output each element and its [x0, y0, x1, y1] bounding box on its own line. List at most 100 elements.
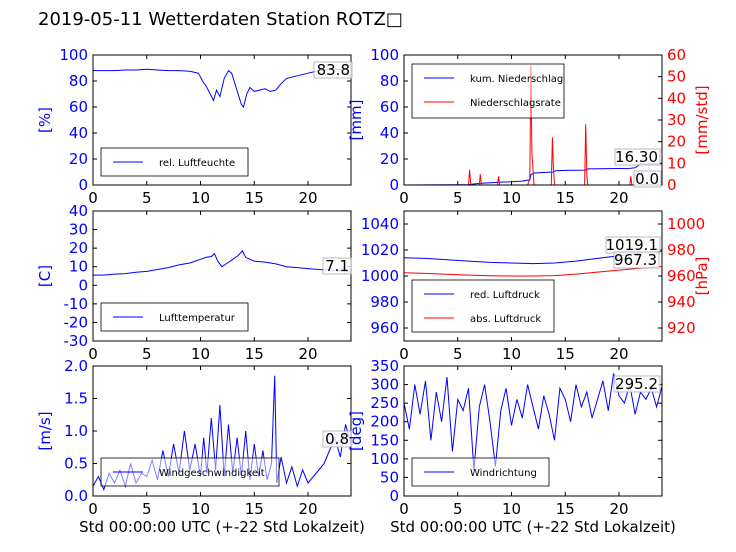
y-tick-label-right: 920	[667, 319, 696, 337]
y-tick-label: 20	[69, 150, 88, 168]
y-tick-label: 0.5	[64, 455, 88, 473]
x-axis-label-right: Std 00:00:00 UTC (+-22 Std Lokalzeit)	[390, 518, 676, 536]
subplot-windspeed: 0 5 10 15 20 0.0 0.5 1.0 1.5 2.0 [m/s] 0.8 Windgesch…	[36, 357, 352, 518]
y-tick-label: 1.5	[64, 390, 88, 408]
y-tick-label: 0	[78, 276, 88, 294]
y-tick-label-right: 40	[667, 89, 686, 107]
subplot-precipitation: 0 5 10 15 20 0 20 40 60 80 100 0 10 20 30 40 50 60 [mm] [mm…	[347, 46, 711, 207]
value-label-box	[322, 430, 352, 448]
y-tick-label: 0.0	[64, 487, 88, 505]
y-tick-label: 50	[380, 468, 399, 486]
legend: Lufttemperatur	[100, 302, 249, 332]
x-tick-label: 10	[502, 500, 521, 518]
y-tick-label: 80	[380, 72, 399, 90]
x-tick-label: 20	[298, 189, 317, 207]
x-tick-label: 5	[453, 345, 463, 363]
value-label-box	[614, 148, 661, 166]
subplot-humidity: 0 5 10 15 20 0 20 40 60 80 100 [%] 83.8 rel. Luftfeuc…	[36, 46, 353, 207]
x-tick-label: 20	[298, 500, 317, 518]
series-line-humidity-0	[93, 68, 351, 109]
y-tick-label: -10	[64, 295, 89, 313]
x-tick-label: 15	[245, 189, 264, 207]
y-tick-label: 980	[370, 293, 399, 311]
y-tick-label: 250	[370, 394, 399, 412]
x-tick-label: 10	[191, 189, 210, 207]
plot-frame	[403, 365, 663, 497]
y-tick-label: -30	[64, 332, 89, 350]
x-tick-label: 5	[453, 500, 463, 518]
legend-box	[411, 63, 565, 119]
legend-label: abs. Luftdruck	[470, 314, 541, 325]
y-tick-label: 350	[370, 357, 399, 375]
x-tick-label: 15	[556, 189, 575, 207]
y-tick-label-right: 60	[667, 46, 686, 64]
y-tick-label: 1.0	[64, 422, 88, 440]
y-tick-label: 60	[380, 98, 399, 116]
y-tick-label: 200	[370, 413, 399, 431]
x-tick-label: 0	[88, 500, 98, 518]
y-tick-label-right: 940	[667, 293, 696, 311]
y-tick-label: 40	[380, 124, 399, 142]
x-tick-label: 20	[298, 345, 317, 363]
current-value-label: 83.8	[317, 61, 350, 79]
x-tick-label: 0	[399, 345, 409, 363]
legend-box	[411, 279, 555, 333]
y-tick-label-right: 10	[667, 154, 686, 172]
y-tick-label: 40	[69, 202, 88, 220]
y-axis-label: [deg]	[347, 411, 365, 451]
x-tick-label: 15	[556, 345, 575, 363]
series-line-temperature-0	[93, 250, 351, 276]
x-tick-label: 20	[609, 500, 628, 518]
y-tick-label: 100	[370, 46, 399, 64]
y-tick-label-right: 960	[667, 267, 696, 285]
current-value-label: 0.8	[325, 430, 349, 448]
legend: kum. Niederschlag Niederschlagsrate	[411, 63, 565, 119]
value-label-box	[633, 170, 662, 188]
x-tick-label: 15	[245, 345, 264, 363]
y-axis-label-right: [mm/std]	[693, 85, 711, 154]
value-label-box	[613, 251, 660, 269]
legend: red. Luftdruck abs. Luftdruck	[411, 279, 555, 333]
y-tick-label: 20	[69, 239, 88, 257]
x-tick-label: 5	[142, 500, 152, 518]
y-axis-label: [%]	[36, 107, 54, 133]
y-tick-label: 2.0	[64, 357, 88, 375]
legend-label: Windrichtung	[470, 468, 537, 479]
legend-label: Windgeschwindigkeit	[159, 468, 265, 479]
y-tick-label: 60	[69, 98, 88, 116]
y-tick-label: 300	[370, 376, 399, 394]
y-axis-label: [mm]	[347, 100, 365, 141]
plot-frame	[92, 54, 352, 186]
x-tick-label: 10	[191, 500, 210, 518]
legend-label: kum. Niederschlag	[470, 74, 563, 85]
series-line-pressure-1	[404, 266, 662, 277]
y-tick-label-right: 30	[667, 111, 686, 129]
y-axis-label-right: [hPa]	[693, 257, 711, 296]
y-axis-label: [C]	[36, 265, 54, 287]
x-tick-label: 15	[556, 500, 575, 518]
y-tick-label: 150	[370, 431, 399, 449]
current-value-label: 0.0	[635, 170, 659, 188]
series-line-winddirection-0	[404, 373, 662, 471]
subplot-winddirection: 0 5 10 15 20050100150200250300350[deg]295.2W…	[347, 357, 663, 518]
x-tick-label: 5	[453, 189, 463, 207]
legend-label: Lufttemperatur	[159, 313, 236, 324]
y-tick-label-right: 20	[667, 133, 686, 151]
current-value-label: 1019.1	[606, 236, 659, 254]
y-tick-label: 100	[370, 450, 399, 468]
x-tick-label: 10	[191, 345, 210, 363]
y-tick-label: 20	[380, 150, 399, 168]
current-value-label: 7.1	[325, 257, 349, 275]
y-tick-label: -20	[64, 313, 89, 331]
value-label-box	[313, 61, 353, 79]
subplot-pressure: 0 5 10 15 20 960 980 1000 1020 1040 920 940 960 980 10…	[361, 210, 711, 363]
legend: Windgeschwindigkeit	[100, 457, 280, 487]
legend: rel. Luftfeuchte	[100, 147, 249, 177]
x-tick-label: 10	[502, 345, 521, 363]
x-tick-label: 5	[142, 189, 152, 207]
y-tick-label-right: 1000	[667, 215, 705, 233]
x-axis-label-left: Std 00:00:00 UTC (+-22 Std Lokalzeit)	[79, 518, 365, 536]
